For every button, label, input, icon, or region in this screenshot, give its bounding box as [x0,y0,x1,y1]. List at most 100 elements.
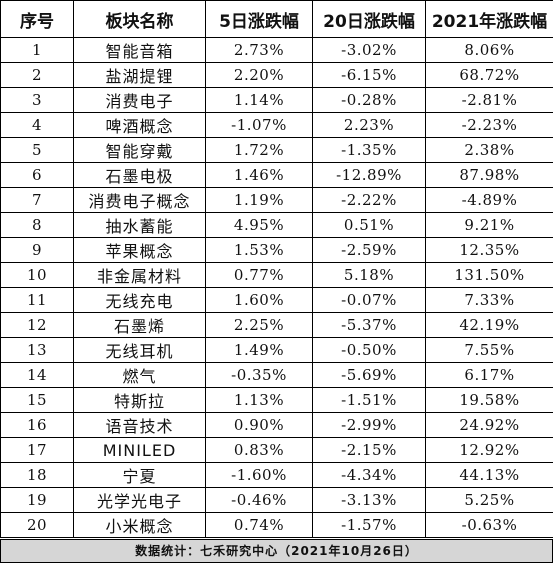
sector-name: 光学光电子 [73,487,206,513]
table-row: 14 燃气 -0.35% -5.69% 6.17% [0,362,553,388]
change-2021: -4.89% [425,187,553,213]
table-row: 5 智能穿戴 1.72% -1.35% 2.38% [0,137,553,163]
change-2021: 131.50% [425,262,553,288]
change-20day: -4.34% [312,462,426,488]
change-20day: 2.23% [312,112,426,138]
table-row: 17 MINILED 0.83% -2.15% 12.92% [0,437,553,463]
change-2021: 19.58% [425,387,553,413]
header-row: 序号 板块名称 5日涨跌幅 20日涨跌幅 2021年涨跌幅 [0,0,553,38]
change-20day: -5.37% [312,312,426,338]
table-row: 20 小米概念 0.74% -1.57% -0.63% [0,512,553,538]
row-index: 2 [0,62,74,88]
sector-name: 消费电子 [73,87,206,113]
sector-name: 无线耳机 [73,337,206,363]
change-20day: -12.89% [312,162,426,188]
change-5day: 0.74% [205,512,313,538]
table-row: 4 啤酒概念 -1.07% 2.23% -2.23% [0,112,553,138]
change-20day: -3.02% [312,37,426,63]
sector-name: 语音技术 [73,412,206,438]
change-2021: 7.33% [425,287,553,313]
table-row: 18 宁夏 -1.60% -4.34% 44.13% [0,462,553,488]
change-20day: -1.51% [312,387,426,413]
header-5day-change: 5日涨跌幅 [205,0,313,38]
change-2021: 5.25% [425,487,553,513]
table-body: 1 智能音箱 2.73% -3.02% 8.06% 2 盐湖提锂 2.20% -6.15% 68.… [0,37,553,538]
change-20day: 5.18% [312,262,426,288]
change-20day: -0.28% [312,87,426,113]
table-row: 19 光学光电子 -0.46% -3.13% 5.25% [0,487,553,513]
change-20day: -5.69% [312,362,426,388]
row-index: 9 [0,237,74,263]
change-2021: 12.92% [425,437,553,463]
row-index: 3 [0,87,74,113]
row-index: 15 [0,387,74,413]
sector-name: 石墨电极 [73,162,206,188]
table-row: 2 盐湖提锂 2.20% -6.15% 68.72% [0,62,553,88]
sector-name: 石墨烯 [73,312,206,338]
change-20day: -2.22% [312,187,426,213]
change-2021: -0.63% [425,512,553,538]
change-5day: 1.60% [205,287,313,313]
row-index: 7 [0,187,74,213]
sector-name: 盐湖提锂 [73,62,206,88]
sector-name: 智能音箱 [73,37,206,63]
change-2021: 6.17% [425,362,553,388]
source-footer: 数据统计：七禾研究中心（2021年10月26日） [0,539,553,563]
change-20day: 0.51% [312,212,426,238]
row-index: 4 [0,112,74,138]
sector-name: 消费电子概念 [73,187,206,213]
change-5day: -1.60% [205,462,313,488]
table-row: 6 石墨电极 1.46% -12.89% 87.98% [0,162,553,188]
row-index: 18 [0,462,74,488]
row-index: 5 [0,137,74,163]
sector-name: 宁夏 [73,462,206,488]
sector-name: 特斯拉 [73,387,206,413]
row-index: 20 [0,512,74,538]
change-2021: -2.81% [425,87,553,113]
change-2021: 9.21% [425,212,553,238]
header-sector-name: 板块名称 [73,0,206,38]
change-2021: 24.92% [425,412,553,438]
change-2021: 44.13% [425,462,553,488]
change-2021: 7.55% [425,337,553,363]
change-20day: -1.57% [312,512,426,538]
change-5day: -1.07% [205,112,313,138]
table-row: 15 特斯拉 1.13% -1.51% 19.58% [0,387,553,413]
sector-name: 非金属材料 [73,262,206,288]
change-5day: 2.25% [205,312,313,338]
row-index: 10 [0,262,74,288]
change-2021: 8.06% [425,37,553,63]
change-20day: -2.59% [312,237,426,263]
table-row: 1 智能音箱 2.73% -3.02% 8.06% [0,37,553,63]
header-index: 序号 [0,0,74,38]
change-5day: 0.77% [205,262,313,288]
sector-performance-table: 序号 板块名称 5日涨跌幅 20日涨跌幅 2021年涨跌幅 1 智能音箱 2.73%… [0,0,553,538]
table-row: 13 无线耳机 1.49% -0.50% 7.55% [0,337,553,363]
change-5day: -0.46% [205,487,313,513]
row-index: 13 [0,337,74,363]
sector-name: 智能穿戴 [73,137,206,163]
row-index: 14 [0,362,74,388]
header-2021-change: 2021年涨跌幅 [425,0,553,38]
change-20day: -6.15% [312,62,426,88]
table-row: 3 消费电子 1.14% -0.28% -2.81% [0,87,553,113]
sector-name: 无线充电 [73,287,206,313]
table-row: 10 非金属材料 0.77% 5.18% 131.50% [0,262,553,288]
sector-name: 抽水蓄能 [73,212,206,238]
change-5day: 0.90% [205,412,313,438]
sector-name: 啤酒概念 [73,112,206,138]
change-2021: 87.98% [425,162,553,188]
sector-name: 燃气 [73,362,206,388]
sector-name: 小米概念 [73,512,206,538]
change-5day: 2.20% [205,62,313,88]
change-5day: 0.83% [205,437,313,463]
change-5day: 1.49% [205,337,313,363]
change-20day: -0.50% [312,337,426,363]
change-20day: -3.13% [312,487,426,513]
change-20day: -2.15% [312,437,426,463]
change-2021: 2.38% [425,137,553,163]
row-index: 19 [0,487,74,513]
change-5day: 2.73% [205,37,313,63]
change-5day: 1.13% [205,387,313,413]
sector-name: MINILED [73,437,206,463]
